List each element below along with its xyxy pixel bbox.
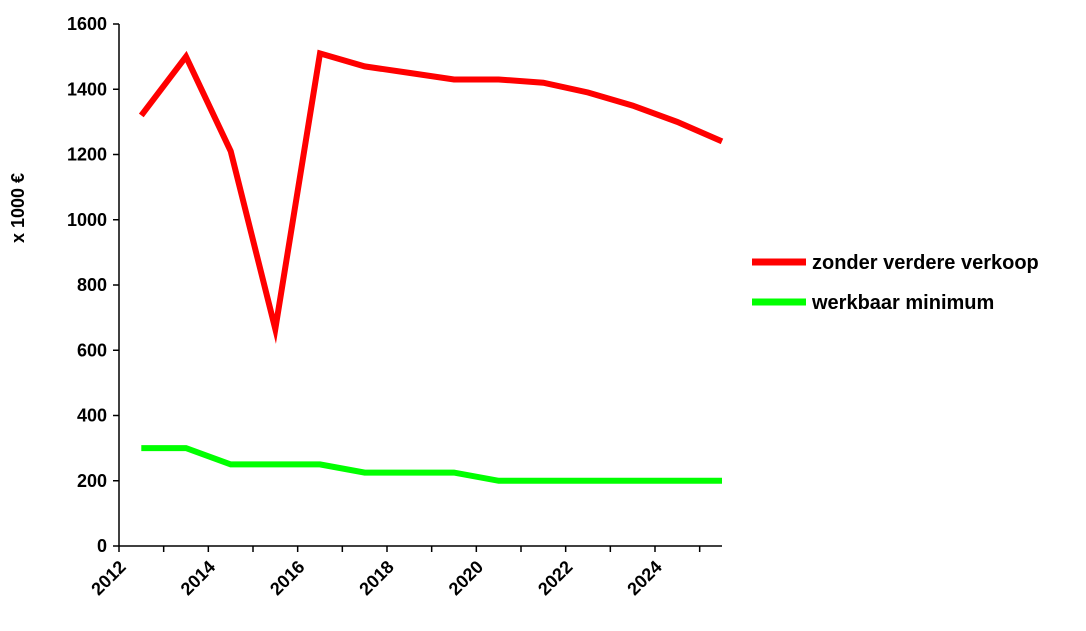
y-tick-label: 1400 bbox=[67, 79, 107, 99]
x-axis-ticks: 2012 2014 2016 2018 2020 2022 2024 bbox=[87, 546, 699, 599]
x-tick-label: 2024 bbox=[623, 557, 665, 599]
y-tick-label: 1200 bbox=[67, 145, 107, 165]
y-tick-label: 800 bbox=[77, 275, 107, 295]
y-tick-label: 200 bbox=[77, 471, 107, 491]
series-line-2 bbox=[141, 448, 722, 481]
y-axis-ticks: 0 200 400 600 800 1000 1200 1400 1600 bbox=[67, 14, 119, 556]
x-tick-label: 2018 bbox=[355, 557, 397, 599]
series-line-1 bbox=[141, 53, 722, 329]
legend: zonder verdere verkoop werkbaar minimum bbox=[752, 252, 1039, 314]
legend-label: zonder verdere verkoop bbox=[812, 252, 1039, 274]
x-tick-label: 2014 bbox=[177, 557, 219, 599]
y-tick-label: 1000 bbox=[67, 210, 107, 230]
legend-label: werkbaar minimum bbox=[811, 292, 994, 314]
x-tick-label: 2016 bbox=[266, 557, 308, 599]
x-tick-label: 2012 bbox=[87, 557, 129, 599]
y-tick-label: 1600 bbox=[67, 14, 107, 34]
plot-area bbox=[141, 53, 722, 481]
y-tick-label: 0 bbox=[97, 536, 107, 556]
y-tick-label: 400 bbox=[77, 406, 107, 426]
y-axis-title: x 1000 € bbox=[8, 173, 28, 243]
x-tick-label: 2022 bbox=[534, 557, 576, 599]
x-tick-label: 2020 bbox=[445, 557, 487, 599]
y-tick-label: 600 bbox=[77, 340, 107, 360]
